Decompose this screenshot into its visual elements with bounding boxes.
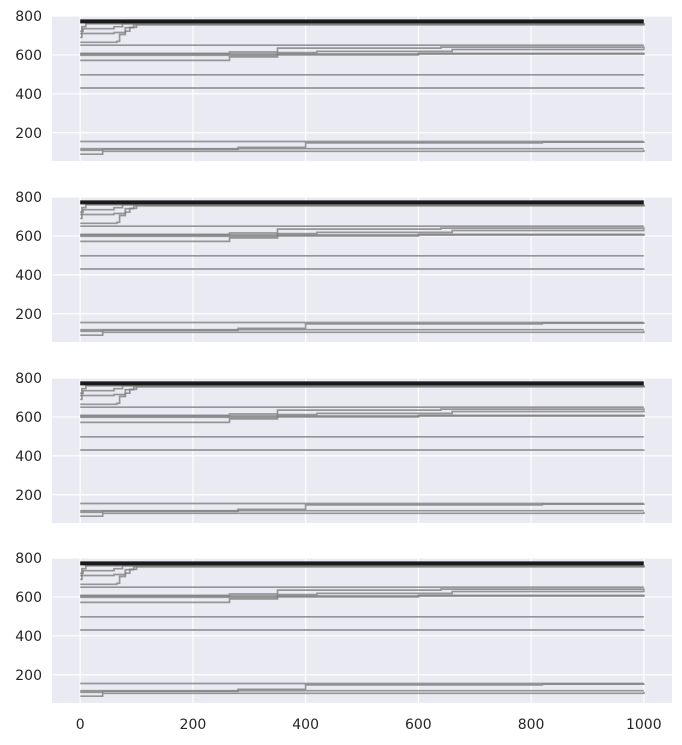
series-line: [80, 227, 645, 236]
y-tick-label: 800: [15, 9, 42, 25]
y-tick-label: 200: [15, 668, 42, 684]
series-line: [80, 683, 645, 694]
y-tick-label: 600: [15, 48, 42, 64]
y-tick-label: 200: [15, 488, 42, 504]
series-group: [80, 381, 645, 518]
series-group: [80, 561, 645, 698]
x-tick-label: 400: [292, 717, 319, 733]
series-line: [80, 691, 645, 698]
series-line: [80, 408, 645, 417]
series-line: [80, 588, 645, 597]
x-tick-label: 1000: [626, 717, 662, 733]
y-tick-label: 400: [15, 449, 42, 465]
series-group: [80, 200, 645, 337]
series-group: [80, 19, 645, 156]
y-tick-label: 800: [15, 190, 42, 206]
series-line: [80, 149, 645, 156]
series-line: [80, 511, 645, 518]
x-tick-label: 0: [76, 717, 85, 733]
y-tick-label: 400: [15, 268, 42, 284]
y-tick-label: 200: [15, 126, 42, 142]
series-line: [80, 23, 645, 44]
panel-4: 200 400 600 800 0 200 400 600 800 1000: [15, 551, 672, 733]
series-line: [80, 414, 645, 424]
panel-2: 200 400 600 800: [15, 190, 672, 342]
y-tick-label: 800: [15, 371, 42, 387]
y-tick-label: 400: [15, 87, 42, 103]
series-line: [80, 204, 645, 225]
panel-3: 200 400 600 800: [15, 371, 672, 523]
y-tick-label: 600: [15, 229, 42, 245]
x-tick-label: 800: [518, 717, 545, 733]
series-line: [80, 233, 645, 243]
series-line: [80, 385, 645, 406]
series-line: [80, 503, 645, 514]
x-tick-label: 200: [180, 717, 207, 733]
series-line: [80, 52, 645, 62]
x-tick-label: 600: [405, 717, 432, 733]
series-line: [80, 322, 645, 333]
series-line: [80, 565, 645, 586]
y-tick-label: 800: [15, 551, 42, 567]
y-tick-label: 600: [15, 410, 42, 426]
series-line: [80, 141, 645, 152]
series-line: [80, 46, 645, 55]
y-tick-label: 600: [15, 590, 42, 606]
panel-1: 200 400 600 800: [15, 9, 672, 161]
y-tick-label: 200: [15, 307, 42, 323]
series-line: [80, 330, 645, 337]
series-line: [80, 594, 645, 604]
y-tick-label: 400: [15, 629, 42, 645]
